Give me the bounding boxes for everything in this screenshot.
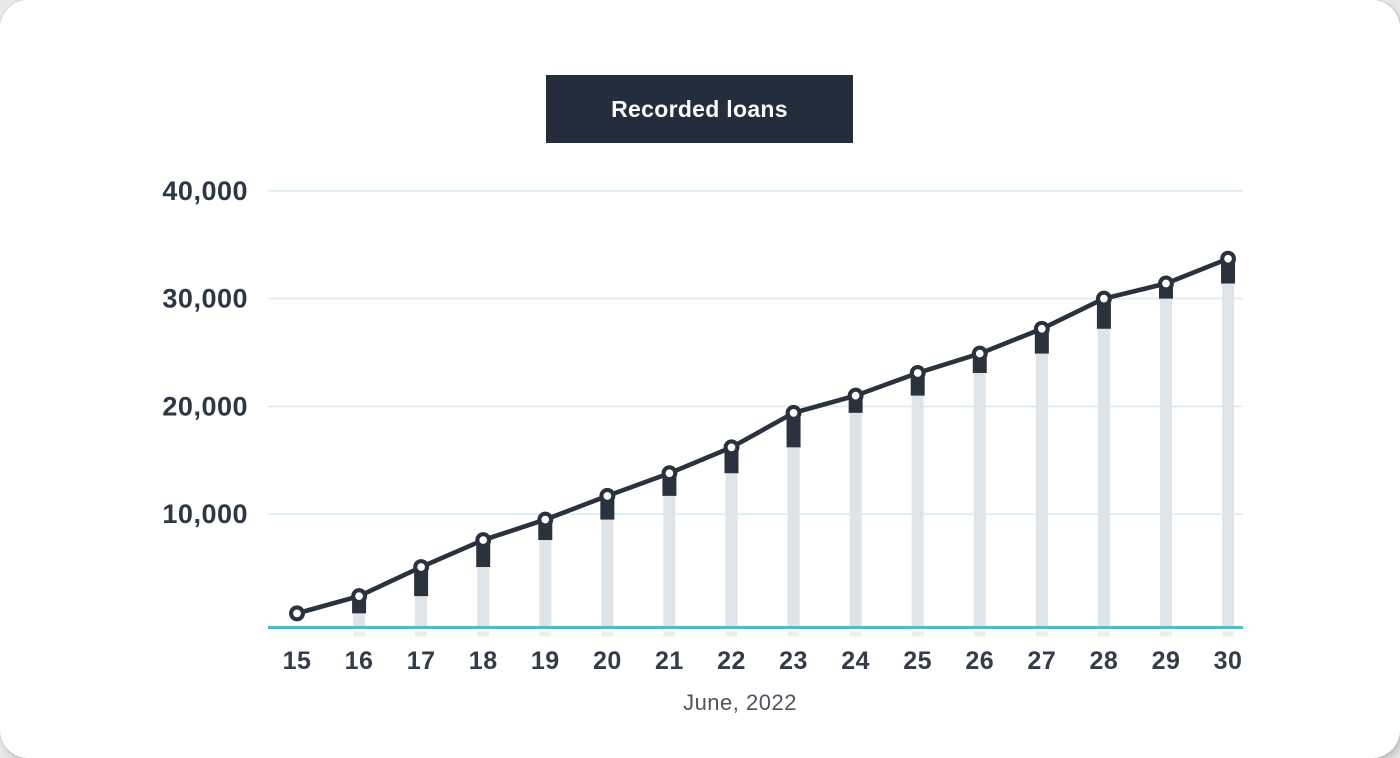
y-tick-label: 30,000 — [162, 284, 248, 314]
data-point-marker[interactable] — [909, 365, 926, 381]
x-tick-label: 25 — [903, 647, 932, 675]
x-tick-label: 19 — [531, 647, 560, 675]
bar-shadow — [911, 631, 924, 637]
bar-shadow — [663, 631, 676, 637]
data-point-marker[interactable] — [723, 439, 740, 456]
data-point-marker[interactable] — [971, 345, 988, 362]
data-point-marker[interactable] — [847, 387, 864, 404]
bar-previous-total — [415, 596, 428, 628]
bar-previous-total — [1159, 298, 1172, 628]
bar-daily-increment — [414, 567, 429, 597]
bar-shadow — [973, 631, 986, 637]
bar-daily-increment — [786, 412, 801, 448]
bar-shadow — [849, 631, 862, 637]
bar-previous-total — [477, 567, 490, 628]
bar-previous-total — [1222, 283, 1235, 628]
x-tick-label: 17 — [407, 647, 436, 675]
data-point-marker[interactable] — [1158, 275, 1174, 292]
data-point-marker[interactable] — [1095, 290, 1112, 307]
chart-title-badge: Recorded loans — [546, 75, 853, 143]
x-tick-label: 24 — [841, 647, 870, 675]
bar-previous-total — [353, 613, 366, 628]
data-point-marker[interactable] — [599, 487, 616, 504]
x-tick-label: 21 — [655, 647, 684, 675]
x-tick-label: 27 — [1027, 647, 1056, 675]
data-point-marker[interactable] — [1033, 320, 1050, 337]
bar-previous-total — [911, 395, 924, 628]
y-tick-label: 10,000 — [162, 499, 248, 529]
x-tick-label: 16 — [345, 647, 374, 675]
bar-previous-total — [601, 519, 614, 628]
bar-shadow — [601, 631, 614, 637]
bar-shadow — [477, 631, 490, 637]
data-point-marker[interactable] — [413, 559, 430, 575]
bar-shadow — [1097, 631, 1110, 637]
bar-shadow — [725, 631, 738, 637]
bar-previous-total — [539, 540, 552, 628]
bar-previous-total — [1035, 353, 1048, 628]
x-tick-label: 22 — [717, 647, 746, 675]
bar-shadow — [1222, 631, 1235, 637]
bar-shadow — [415, 631, 428, 637]
bar-previous-total — [973, 372, 986, 628]
bar-previous-total — [1097, 328, 1110, 628]
data-point-marker[interactable] — [351, 588, 368, 605]
x-tick-label: 28 — [1090, 647, 1119, 675]
data-point-marker[interactable] — [475, 532, 492, 549]
data-point-marker[interactable] — [537, 511, 554, 528]
bar-shadow — [353, 631, 366, 637]
bar-previous-total — [725, 473, 738, 628]
x-tick-label: 18 — [469, 647, 498, 675]
bar-shadow — [787, 631, 800, 637]
x-tick-label: 30 — [1214, 647, 1243, 675]
x-tick-label: 15 — [283, 647, 312, 675]
data-point-marker[interactable] — [289, 605, 305, 622]
x-tick-label: 23 — [779, 647, 808, 675]
x-axis-title: June, 2022 — [683, 690, 797, 715]
bar-shadow — [539, 631, 552, 637]
chart-title: Recorded loans — [611, 95, 788, 122]
x-tick-label: 26 — [965, 647, 994, 675]
bar-shadow — [1035, 631, 1048, 637]
x-tick-label: 29 — [1152, 647, 1181, 675]
bar-previous-total — [849, 412, 862, 628]
bar-shadow — [1159, 631, 1172, 637]
bar-previous-total — [787, 447, 800, 628]
data-point-marker[interactable] — [1220, 250, 1237, 267]
y-tick-label: 40,000 — [162, 176, 248, 206]
x-tick-label: 20 — [593, 647, 622, 675]
trend-line — [294, 256, 1231, 616]
data-point-marker[interactable] — [785, 404, 802, 421]
bar-previous-total — [663, 495, 676, 628]
data-point-marker[interactable] — [661, 465, 678, 482]
bar-daily-increment — [1096, 298, 1111, 329]
y-tick-label: 20,000 — [162, 391, 248, 421]
